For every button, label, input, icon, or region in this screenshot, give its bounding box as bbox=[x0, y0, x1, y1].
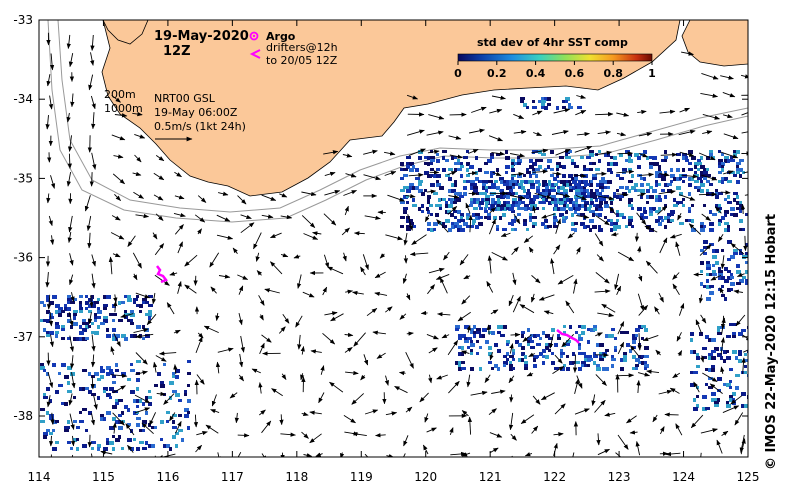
x-tick-label: 117 bbox=[221, 470, 244, 484]
isobath-200m bbox=[57, 20, 748, 213]
colorbar-gradient bbox=[457, 53, 653, 62]
y-tick-label: -34 bbox=[13, 92, 33, 106]
drifter-track-east bbox=[556, 329, 580, 344]
drifter-track-west bbox=[156, 265, 168, 284]
colorbar-title: std dev of 4hr SST comp bbox=[477, 36, 628, 49]
x-tick-label: 120 bbox=[414, 470, 437, 484]
x-tick-label: 114 bbox=[28, 470, 51, 484]
colorbar-tick-label: 0.8 bbox=[603, 67, 623, 80]
x-axis: 114 115 116 117 118 119 120 121 122 123 124 125 bbox=[28, 20, 760, 484]
x-tick-label: 122 bbox=[543, 470, 566, 484]
y-axis: -33 -34 -35 -36 -37 -38 bbox=[13, 13, 748, 423]
map-time-title: 12Z bbox=[163, 44, 191, 59]
isobath-1000m bbox=[47, 20, 748, 223]
x-tick-label: 121 bbox=[479, 470, 502, 484]
x-tick-label: 118 bbox=[285, 470, 308, 484]
x-tick-label: 115 bbox=[92, 470, 115, 484]
vector-scale-label: 0.5m/s (1kt 24h) bbox=[154, 120, 246, 133]
map-date-title: 19-May-2020 bbox=[154, 29, 249, 44]
argo-marker-dot-icon bbox=[252, 34, 256, 38]
argo-marker-icon bbox=[249, 31, 259, 41]
product-name: NRT00 GSL bbox=[154, 92, 216, 105]
drifter-label-1: drifters@12h bbox=[266, 41, 338, 54]
argo-label: Argo bbox=[266, 30, 296, 43]
drifter-marker-icon bbox=[249, 49, 261, 59]
cape-leeuwin bbox=[102, 20, 149, 45]
colorbar-tick-label: 0.4 bbox=[526, 67, 546, 80]
y-tick-label: -37 bbox=[13, 330, 33, 344]
x-tick-label: 125 bbox=[737, 470, 760, 484]
y-tick-label: -35 bbox=[13, 171, 33, 185]
land-mass-east bbox=[681, 20, 748, 67]
colorbar-tick-label: 0 bbox=[454, 67, 462, 80]
credit-label: © IMOS 22-May-2020 12:15 Hobart bbox=[764, 213, 779, 470]
isobath-label-200m: 200m bbox=[104, 88, 136, 101]
colorbar-tick-label: 0.6 bbox=[565, 67, 585, 80]
x-tick-label: 123 bbox=[608, 470, 631, 484]
plot-frame bbox=[38, 19, 749, 458]
drifter-label-2: to 20/05 12Z bbox=[266, 54, 338, 67]
x-tick-label: 124 bbox=[672, 470, 695, 484]
x-tick-label: 119 bbox=[350, 470, 373, 484]
isobath-label-1000m: 1000m bbox=[104, 102, 143, 115]
product-info: 200m 1000m NRT00 GSL 19-May 06:00Z 0.5m/… bbox=[104, 88, 246, 142]
y-tick-label: -38 bbox=[13, 409, 33, 423]
colorbar-tick-label: 1 bbox=[648, 67, 656, 80]
argo-legend: Argo drifters@12h to 20/05 12Z bbox=[249, 30, 338, 67]
x-tick-label: 116 bbox=[156, 470, 179, 484]
current-vectors bbox=[45, 32, 748, 457]
product-time: 19-May 06:00Z bbox=[154, 106, 238, 119]
colorbar: std dev of 4hr SST comp 0 0.2 0.4 0.6 0.8 1 bbox=[454, 36, 656, 80]
colorbar-tick-label: 0.2 bbox=[487, 67, 507, 80]
y-tick-label: -33 bbox=[13, 13, 33, 27]
y-tick-label: -36 bbox=[13, 251, 33, 265]
